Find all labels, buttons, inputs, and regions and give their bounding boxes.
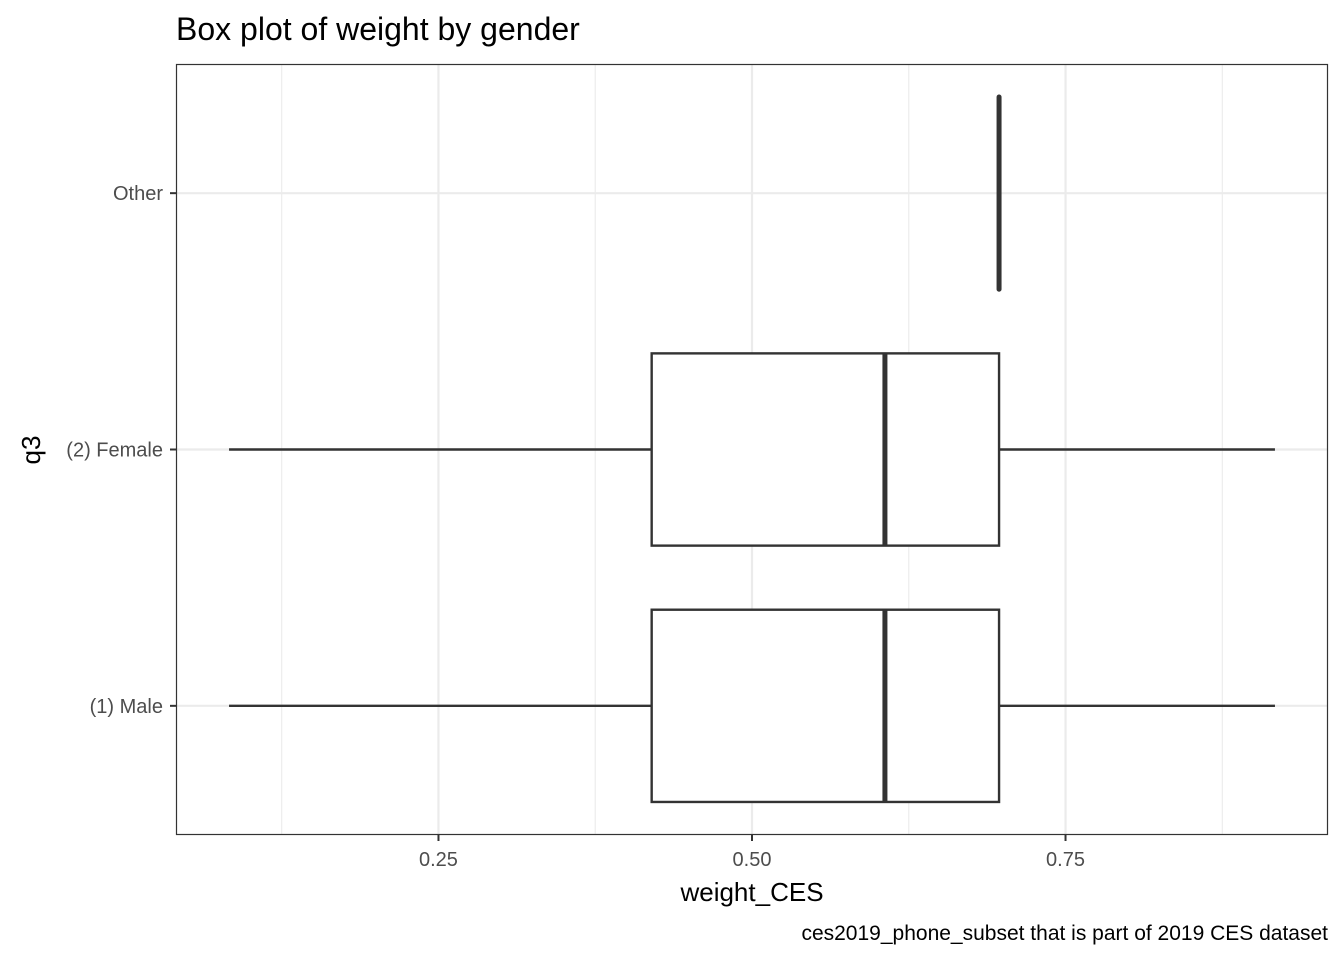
box-0 [229,608,1275,804]
box-iqr [650,608,1001,804]
y-tick-label-0: (1) Male [90,696,163,718]
y-tick-label-2: Other [113,183,163,205]
x-tick-label-1: 0.50 [733,849,772,871]
chart-title: Box plot of weight by gender [176,11,580,47]
y-axis-title: q3 [16,436,46,465]
x-tick-label-2: 0.75 [1046,849,1085,871]
box-iqr [650,352,1001,547]
x-axis-title: weight_CES [679,877,823,907]
box-1 [229,352,1275,547]
x-axis-ticks: 0.25 0.50 0.75 [419,834,1085,871]
box-layer [229,94,1275,804]
y-axis-ticks: (1) Male (2) Female Other [66,183,177,718]
y-tick-label-1: (2) Female [66,440,163,462]
x-tick-label-0: 0.25 [419,849,458,871]
chart-caption: ces2019_phone_subset that is part of 201… [801,922,1328,945]
